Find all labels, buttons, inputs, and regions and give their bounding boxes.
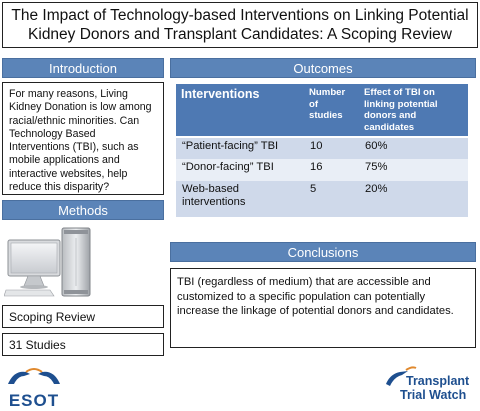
column-header-interventions: Interventions	[176, 84, 304, 138]
outcomes-table-container: Interventions Number of studies Effect o…	[176, 84, 468, 217]
cell-effect: 20%	[359, 181, 468, 217]
cell-effect: 75%	[359, 159, 468, 181]
hand-reaching-icon	[386, 366, 417, 386]
introduction-banner: Introduction	[2, 58, 164, 78]
esot-hands-icon	[8, 368, 60, 384]
cell-effect: 60%	[359, 137, 468, 159]
ttw-logo-line1: Transplant	[406, 374, 470, 388]
ttw-logo-text: Transplant Trial Watch	[400, 374, 470, 402]
outcomes-banner: Outcomes	[170, 58, 476, 78]
introduction-text: For many reasons, Living Kidney Donation…	[2, 82, 164, 195]
table-row: “Patient-facing” TBI 10 60%	[176, 137, 468, 159]
methods-banner: Methods	[2, 200, 164, 220]
conclusions-text: TBI (regardless of medium) that are acce…	[170, 268, 476, 348]
outcomes-heading: Outcomes	[293, 60, 353, 76]
ttw-logo-line2: Trial Watch	[400, 388, 467, 402]
methods-heading: Methods	[58, 202, 108, 218]
column-header-effect: Effect of TBI on linking potential donor…	[359, 84, 468, 138]
table-row: “Donor-facing” TBI 16 75%	[176, 159, 468, 181]
methods-item-studies: 31 Studies	[2, 333, 164, 356]
table-header-row: Interventions Number of studies Effect o…	[176, 84, 468, 138]
introduction-heading: Introduction	[49, 60, 117, 76]
computer-illustration	[4, 227, 91, 297]
cell-intervention: Web-based interventions	[176, 181, 304, 217]
conclusions-banner: Conclusions	[170, 242, 476, 262]
cell-studies: 10	[304, 137, 359, 159]
esot-logo: ESOT	[4, 362, 64, 410]
methods-item-label: Scoping Review	[9, 309, 96, 324]
column-header-number-of-studies: Number of studies	[304, 84, 359, 138]
transplant-trial-watch-logo: Transplant Trial Watch	[384, 364, 478, 408]
cell-intervention: “Donor-facing” TBI	[176, 159, 304, 181]
cell-intervention: “Patient-facing” TBI	[176, 137, 304, 159]
methods-item-label: 31 Studies	[9, 337, 66, 352]
methods-item-scoping-review: Scoping Review	[2, 305, 164, 328]
cell-studies: 16	[304, 159, 359, 181]
conclusions-heading: Conclusions	[287, 244, 359, 260]
poster-title: The Impact of Technology-based Intervent…	[2, 2, 478, 48]
esot-logo-text: ESOT	[8, 391, 60, 410]
outcomes-table: Interventions Number of studies Effect o…	[176, 84, 468, 217]
table-row: Web-based interventions 5 20%	[176, 181, 468, 217]
cell-studies: 5	[304, 181, 359, 217]
